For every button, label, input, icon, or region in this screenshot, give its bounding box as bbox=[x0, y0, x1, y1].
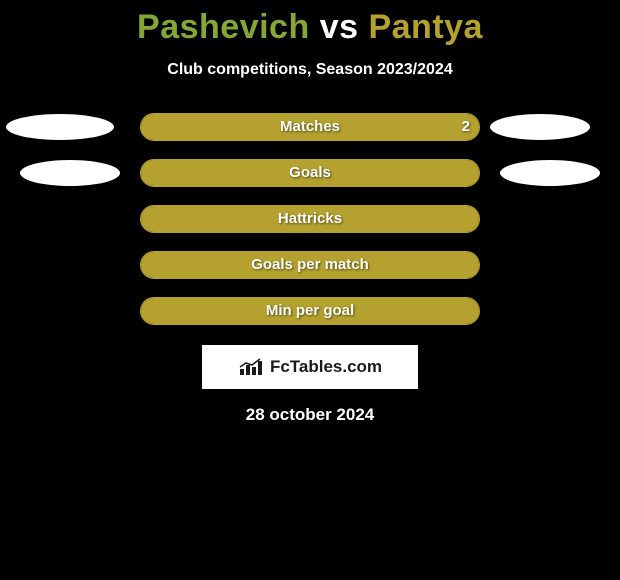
date-text: 28 october 2024 bbox=[0, 405, 620, 425]
title-vs: vs bbox=[320, 8, 359, 46]
title-player2: Pantya bbox=[368, 8, 483, 46]
player1-marker bbox=[6, 114, 114, 140]
subtitle: Club competitions, Season 2023/2024 bbox=[0, 61, 620, 79]
stat-bar bbox=[140, 159, 480, 187]
player2-marker bbox=[500, 160, 600, 186]
chart-icon bbox=[238, 357, 264, 377]
stat-bar bbox=[140, 297, 480, 325]
comparison-rows: Matches2 Goals Hattricks Goals per match Min… bbox=[0, 113, 620, 325]
stat-bar-fill-right bbox=[141, 298, 479, 324]
stat-bar bbox=[140, 251, 480, 279]
logo-badge: FcTables.com bbox=[202, 345, 418, 389]
stat-bar bbox=[140, 205, 480, 233]
stat-row: Goals per match bbox=[0, 251, 620, 279]
player2-marker bbox=[490, 114, 590, 140]
stat-bar-fill-right bbox=[141, 252, 479, 278]
stat-bar-fill-right bbox=[141, 206, 479, 232]
player1-marker bbox=[20, 160, 120, 186]
stat-row: Hattricks bbox=[0, 205, 620, 233]
page-title: Pashevich vs Pantya bbox=[0, 0, 620, 47]
title-player1: Pashevich bbox=[137, 8, 310, 46]
stat-row: Goals bbox=[0, 159, 620, 187]
stat-bar-fill-right bbox=[141, 160, 479, 186]
stat-row: Min per goal bbox=[0, 297, 620, 325]
logo-text: FcTables.com bbox=[270, 357, 382, 377]
stat-row: Matches2 bbox=[0, 113, 620, 141]
stat-bar bbox=[140, 113, 480, 141]
stat-bar-fill-right bbox=[141, 114, 479, 140]
